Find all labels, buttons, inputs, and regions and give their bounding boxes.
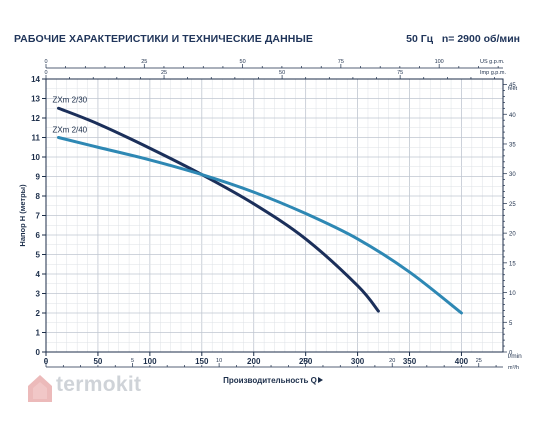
x-tick-label: 400 <box>455 357 469 366</box>
m3h-tick-label: 15 <box>303 358 309 364</box>
feet-tick-label: 20 <box>509 232 516 238</box>
y-tick-label: 2 <box>36 309 41 318</box>
m3h-tick-label: 5 <box>131 358 134 364</box>
m3h-tick-label: 10 <box>216 358 222 364</box>
y-axis-title: Напор H (метры) <box>18 184 27 247</box>
y-tick-label: 5 <box>36 251 41 260</box>
x-axis-arrow-icon <box>318 377 323 383</box>
imp-gpm-unit-label: Imp g.p.m. <box>480 70 506 76</box>
y-tick-label: 0 <box>36 348 41 357</box>
y-tick-label: 9 <box>36 173 41 182</box>
watermark: termokit <box>26 372 186 404</box>
watermark-text: termokit <box>56 373 142 396</box>
us-gpm-tick-label: 50 <box>240 59 246 65</box>
x-unit-label: l/min <box>508 353 522 360</box>
x-tick-label: 250 <box>299 357 313 366</box>
y-tick-label: 1 <box>36 329 41 338</box>
feet-tick-label: 30 <box>509 172 516 178</box>
m3h-unit-label: m³/h <box>508 365 519 371</box>
feet-tick-label: 35 <box>509 142 516 148</box>
x-tick-label: 100 <box>143 357 157 366</box>
series-line-zxm-2-40 <box>56 136 463 315</box>
feet-tick-label: 15 <box>509 261 516 267</box>
feet-unit-label: feet <box>508 86 518 92</box>
chart-header: РАБОЧИЕ ХАРАКТЕРИСТИКИ И ТЕХНИЧЕСКИЕ ДАН… <box>14 33 520 49</box>
feet-tick-label: 5 <box>509 321 513 327</box>
imp-gpm-tick-label: 0 <box>44 70 47 76</box>
chart-title: РАБОЧИЕ ХАРАКТЕРИСТИКИ И ТЕХНИЧЕСКИЕ ДАН… <box>14 33 313 45</box>
feet-tick-label: 40 <box>509 113 516 119</box>
x-axis-title: Производительность Q <box>223 376 317 385</box>
x-tick-label: 150 <box>195 357 209 366</box>
house-logo-icon <box>28 375 52 402</box>
x-tick-label: 50 <box>93 357 102 366</box>
y-tick-label: 11 <box>32 134 41 143</box>
us-gpm-unit-label: US g.p.m. <box>480 59 505 65</box>
m3h-tick-label: 20 <box>389 358 395 364</box>
y-tick-label: 6 <box>36 231 41 240</box>
series-line-zxm-2-30 <box>56 106 380 313</box>
m3h-tick-label: 25 <box>476 358 482 364</box>
us-gpm-tick-label: 25 <box>141 59 147 65</box>
us-gpm-tick-label: 100 <box>435 59 444 65</box>
series-label-zxm-2-30: ZXm 2/30 <box>52 95 87 104</box>
feet-tick-label: 10 <box>509 291 516 297</box>
imp-gpm-tick-label: 25 <box>161 70 167 76</box>
y-tick-label: 3 <box>36 290 41 299</box>
feet-tick-label: 0 <box>509 351 513 357</box>
us-gpm-tick-label: 75 <box>338 59 344 65</box>
series-label-zxm-2-40: ZXm 2/40 <box>52 126 87 135</box>
y-tick-label: 14 <box>31 75 40 84</box>
y-tick-label: 12 <box>31 114 40 123</box>
frequency-speed: 50 Гц n= 2900 об/мин <box>406 33 520 45</box>
feet-tick-label: 45 <box>509 83 516 89</box>
x-tick-label: 350 <box>403 357 417 366</box>
imp-gpm-tick-label: 50 <box>279 70 285 76</box>
imp-gpm-tick-label: 75 <box>397 70 403 76</box>
x-tick-label: 300 <box>351 357 365 366</box>
feet-tick-label: 25 <box>509 202 516 208</box>
y-tick-label: 10 <box>31 153 40 162</box>
x-tick-label: 0 <box>44 357 49 366</box>
y-tick-label: 13 <box>31 95 40 104</box>
y-tick-label: 4 <box>36 270 41 279</box>
m3h-tick-label: 0 <box>44 358 47 364</box>
y-tick-label: 7 <box>36 212 41 221</box>
y-tick-label: 8 <box>36 192 41 201</box>
x-tick-label: 200 <box>247 357 261 366</box>
us-gpm-tick-label: 0 <box>44 59 47 65</box>
